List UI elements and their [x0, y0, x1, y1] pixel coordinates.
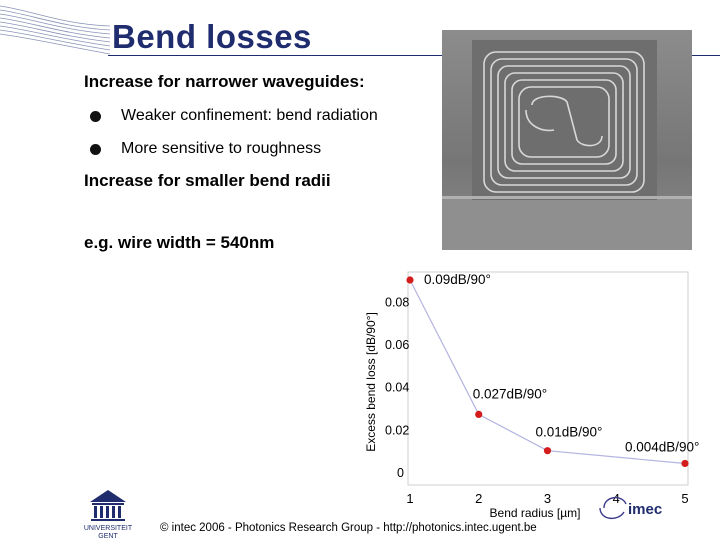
point-narrow-waveguides: Increase for narrower waveguides: — [84, 72, 365, 91]
y-tick-label: 0.02 — [385, 423, 409, 437]
ugent-logo-line2: GENT — [98, 533, 118, 540]
bullet-dot-icon — [90, 110, 101, 122]
ugent-logo: UNIVERSITEIT GENT — [84, 490, 133, 540]
x-axis-label: Bend radius [µm] — [490, 506, 581, 520]
data-point — [681, 459, 689, 468]
data-label: 0.09dB/90° — [424, 272, 491, 287]
title-underline — [108, 55, 720, 56]
data-label: 0.027dB/90° — [473, 386, 547, 401]
data-label: 0.004dB/90° — [625, 439, 699, 454]
x-tick-label: 5 — [681, 491, 688, 506]
sem-spiral-waveguide-image — [442, 30, 692, 250]
imec-logo-text: imec — [628, 501, 662, 518]
y-tick-label: 0 — [397, 466, 404, 480]
x-tick-label: 4 — [613, 491, 620, 506]
point-smaller-radii: Increase for smaller bend radii — [84, 171, 331, 190]
slide-title: Bend losses — [112, 18, 312, 55]
data-point — [475, 410, 483, 418]
y-axis-label: Excess bend loss [dB/90°] — [364, 312, 378, 452]
data-point — [543, 447, 552, 455]
bullet-text-2: More sensitive to roughness — [121, 140, 322, 157]
loss-series-line — [409, 279, 686, 465]
y-tick-label: 0.06 — [385, 338, 409, 352]
imec-logo: imec — [599, 497, 662, 519]
title-stripes-decoration — [0, 5, 110, 55]
plot-frame — [407, 271, 689, 486]
y-tick-label: 0.04 — [385, 381, 409, 395]
bullet-item-2: More sensitive to roughness — [90, 140, 321, 158]
x-tick-label: 2 — [475, 491, 482, 506]
x-tick-label: 1 — [406, 491, 413, 506]
ugent-logo-line1: UNIVERSITEIT — [84, 525, 133, 532]
example-wire-width: e.g. wire width = 540nm — [84, 233, 275, 252]
bend-loss-chart: 0 0.02 0.04 0.06 0.08 1 2 3 4 5 0.09dB/90° 0.027dB/… — [364, 271, 699, 520]
bullet-dot-icon — [90, 143, 101, 155]
bullet-text-1: Weaker confinement: bend radiation — [121, 107, 378, 124]
data-label: 0.01dB/90° — [536, 425, 603, 440]
x-tick-label: 3 — [544, 491, 551, 506]
data-point — [406, 276, 414, 284]
footer-credit: © intec 2006 - Photonics Research Group … — [160, 522, 537, 534]
y-tick-label: 0.08 — [385, 295, 409, 309]
bullet-item-1: Weaker confinement: bend radiation — [90, 107, 378, 125]
